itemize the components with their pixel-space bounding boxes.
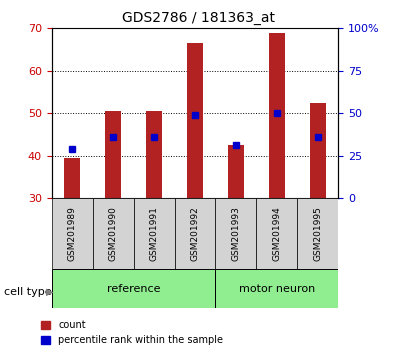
Text: GSM201994: GSM201994 <box>272 206 281 261</box>
Text: motor neuron: motor neuron <box>239 284 315 293</box>
Bar <box>64 158 80 198</box>
Bar <box>310 103 326 198</box>
FancyBboxPatch shape <box>175 198 215 269</box>
Bar <box>146 111 162 198</box>
Text: GSM201995: GSM201995 <box>313 206 322 261</box>
FancyBboxPatch shape <box>215 198 256 269</box>
Text: GDS2786 / 181363_at: GDS2786 / 181363_at <box>123 11 275 25</box>
Text: GSM201990: GSM201990 <box>109 206 118 261</box>
FancyBboxPatch shape <box>256 198 297 269</box>
Text: cell type: cell type <box>4 287 52 297</box>
FancyBboxPatch shape <box>134 198 175 269</box>
Bar <box>187 43 203 198</box>
Legend: count, percentile rank within the sample: count, percentile rank within the sample <box>37 316 227 349</box>
FancyBboxPatch shape <box>297 198 338 269</box>
FancyBboxPatch shape <box>52 198 93 269</box>
Text: ▶: ▶ <box>46 287 53 297</box>
Bar <box>105 111 121 198</box>
Text: GSM201992: GSM201992 <box>191 206 199 261</box>
FancyBboxPatch shape <box>52 269 215 308</box>
Text: GSM201991: GSM201991 <box>150 206 158 261</box>
FancyBboxPatch shape <box>215 269 338 308</box>
Text: reference: reference <box>107 284 160 293</box>
Text: GSM201989: GSM201989 <box>68 206 77 261</box>
Text: GSM201993: GSM201993 <box>232 206 240 261</box>
Bar <box>269 33 285 198</box>
FancyBboxPatch shape <box>93 198 134 269</box>
Bar <box>228 145 244 198</box>
